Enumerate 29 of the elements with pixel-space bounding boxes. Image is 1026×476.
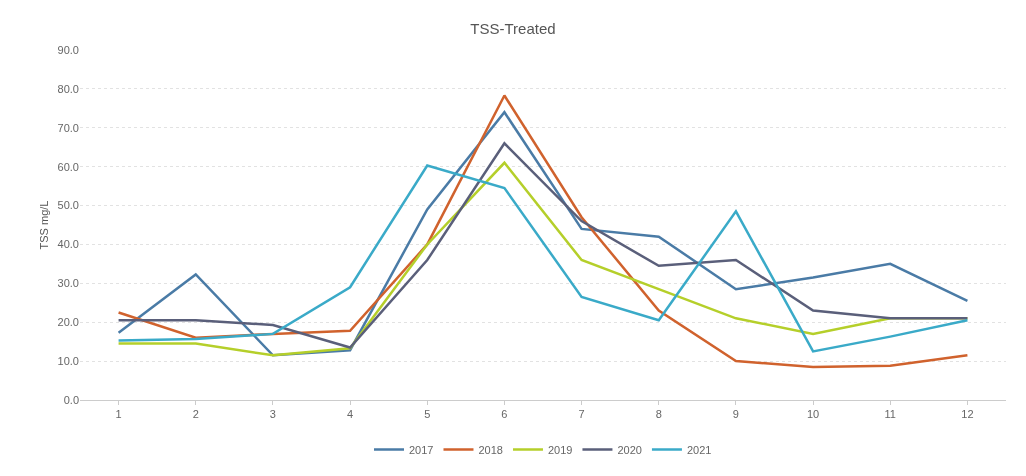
y-tick-label: 50.0 — [57, 199, 79, 212]
x-tick-label: 11 — [884, 408, 896, 421]
x-tick-label: 6 — [501, 408, 508, 421]
y-tick-label: 0.0 — [63, 393, 79, 406]
x-tick-label: 1 — [115, 408, 122, 421]
x-tick-label: 5 — [424, 408, 431, 421]
legend-label: 2021 — [686, 443, 712, 456]
y-tick-label: 10.0 — [57, 354, 79, 367]
y-tick-label: 70.0 — [57, 121, 79, 134]
x-tick-label: 4 — [347, 408, 354, 421]
x-tick-label: 3 — [269, 408, 276, 421]
y-tick-label: 80.0 — [57, 82, 79, 95]
x-tick-label: 8 — [655, 408, 662, 421]
x-tick-label: 7 — [578, 408, 585, 421]
x-tick-label: 12 — [961, 408, 974, 421]
x-tick-label: 9 — [732, 408, 739, 421]
y-tick-label: 90.0 — [57, 43, 79, 56]
x-tick-label: 2 — [192, 408, 199, 421]
legend-label: 2018 — [478, 443, 503, 456]
y-tick-label: 20.0 — [57, 316, 79, 329]
x-tick-label: 10 — [806, 408, 820, 421]
legend-label: 2020 — [617, 443, 642, 456]
y-tick-label: 40.0 — [57, 238, 79, 251]
y-axis-title: TSS mg/L — [38, 200, 50, 250]
chart-title: TSS-Treated — [470, 20, 556, 38]
y-tick-label: 60.0 — [57, 160, 79, 173]
y-tick-label: 30.0 — [57, 277, 79, 290]
legend-label: 2019 — [547, 443, 573, 456]
legend-label: 2017 — [409, 443, 434, 456]
